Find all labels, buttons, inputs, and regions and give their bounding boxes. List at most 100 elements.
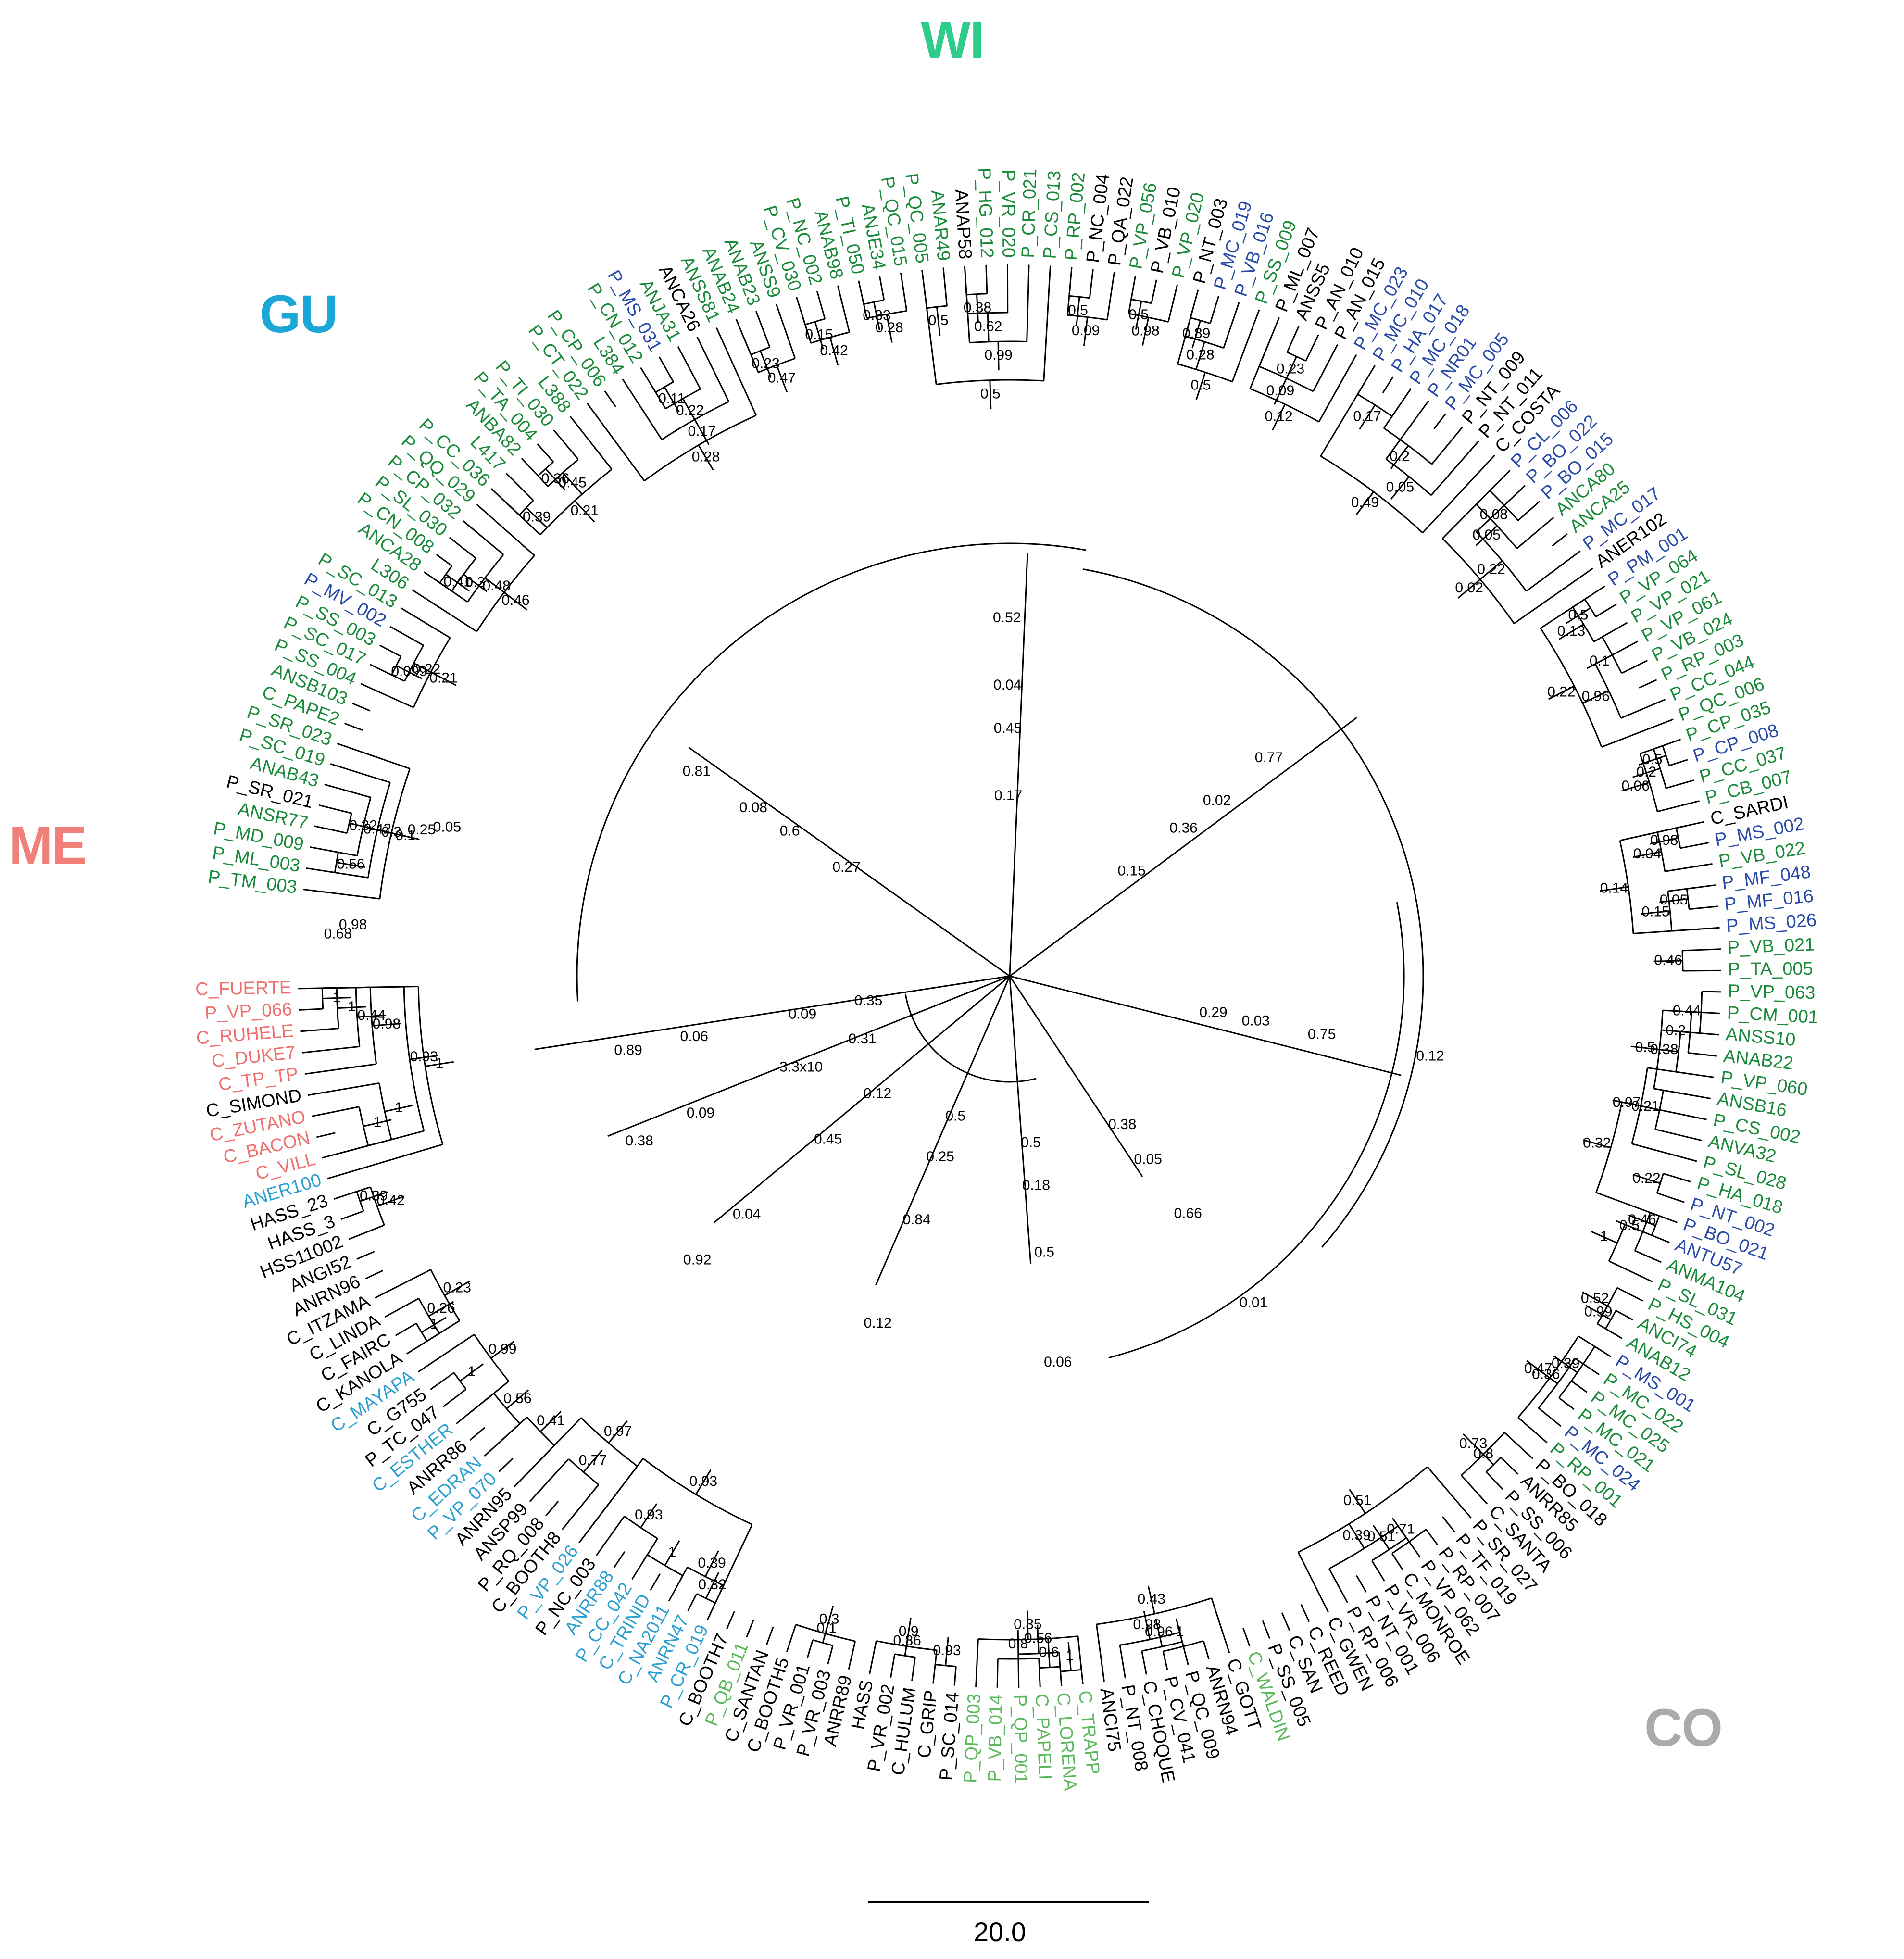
support-value: 0.21 bbox=[1631, 1098, 1659, 1114]
leaf-branch bbox=[677, 346, 688, 364]
branch bbox=[1130, 294, 1133, 300]
support-value: 0.21 bbox=[429, 670, 457, 686]
leaf-branch bbox=[1374, 1564, 1385, 1582]
leaf-branch bbox=[553, 429, 567, 445]
leaf-branch bbox=[1433, 413, 1446, 429]
branch bbox=[1689, 907, 1699, 910]
leaf-branch bbox=[746, 1619, 754, 1638]
leaf-branch bbox=[1616, 1310, 1633, 1321]
support-value: 0.98 bbox=[373, 1016, 401, 1032]
support-value: 0.89 bbox=[614, 1042, 642, 1058]
support-value: 0.8 bbox=[1473, 1446, 1493, 1462]
leaf-branch bbox=[1382, 376, 1394, 393]
branch bbox=[1058, 1652, 1061, 1667]
leaf-label: P_CR_021 bbox=[1018, 168, 1040, 258]
support-value: 0.9 bbox=[899, 1623, 919, 1639]
support-value: 1 bbox=[430, 1316, 438, 1332]
leaf-branch bbox=[318, 804, 338, 811]
leaf-branch bbox=[806, 1640, 814, 1659]
branch bbox=[1631, 1103, 1660, 1111]
leaf-branch bbox=[596, 1539, 608, 1556]
leaf-branch bbox=[1503, 1460, 1519, 1475]
leaf-label: P_TA_005 bbox=[1728, 959, 1813, 980]
branch bbox=[1431, 441, 1451, 465]
support-value: 1 bbox=[395, 1100, 403, 1116]
leaf-label: P_QP_003 bbox=[960, 1693, 985, 1783]
leaf-branch bbox=[953, 1666, 957, 1686]
leaf-branch bbox=[1510, 485, 1526, 500]
support-value: 0.14 bbox=[1600, 880, 1628, 896]
support-value: 0.39 bbox=[523, 509, 551, 525]
leaf-branch bbox=[687, 1593, 698, 1611]
branch bbox=[1043, 285, 1050, 381]
branch bbox=[550, 457, 554, 463]
branch bbox=[574, 1484, 600, 1515]
branch bbox=[396, 665, 423, 679]
support-value: 1 bbox=[348, 999, 356, 1015]
support-value: 1 bbox=[374, 1114, 382, 1130]
branch bbox=[1634, 1250, 1644, 1256]
leaf-branch bbox=[521, 458, 536, 473]
support-value: 0.44 bbox=[357, 1007, 385, 1023]
support-value: 0.45 bbox=[814, 1131, 842, 1147]
branch bbox=[1258, 335, 1273, 367]
support-value: 0.39 bbox=[1552, 1356, 1579, 1371]
leaf-branch bbox=[1594, 1345, 1612, 1357]
branch bbox=[421, 1317, 447, 1333]
branch bbox=[1538, 1407, 1547, 1415]
backbone-branch bbox=[688, 746, 1010, 977]
support-value: 0.5 bbox=[1642, 752, 1663, 767]
branch bbox=[333, 829, 348, 834]
branch bbox=[976, 1639, 979, 1668]
branch bbox=[1461, 1475, 1475, 1490]
branch bbox=[562, 472, 583, 495]
support-value: 0.75 bbox=[1308, 1026, 1336, 1042]
branch bbox=[1143, 1611, 1151, 1640]
branch bbox=[1526, 562, 1566, 592]
support-value: 0.5 bbox=[1128, 307, 1149, 323]
branch bbox=[434, 1333, 475, 1362]
branch bbox=[458, 1389, 467, 1396]
support-value: 0.45 bbox=[994, 720, 1022, 736]
support-value: 0.86 bbox=[893, 1633, 921, 1649]
support-value: 0.47 bbox=[768, 370, 796, 386]
branch bbox=[1483, 504, 1505, 526]
branch bbox=[1514, 578, 1578, 624]
branch bbox=[1348, 1523, 1365, 1549]
branch bbox=[1638, 755, 1666, 766]
branch bbox=[668, 373, 674, 382]
support-value: 0.05 bbox=[433, 819, 461, 835]
leaf-branch bbox=[395, 1325, 413, 1336]
branch bbox=[444, 1281, 470, 1296]
branch bbox=[1027, 1610, 1029, 1640]
branch bbox=[873, 1641, 877, 1656]
leaf-branch bbox=[726, 1611, 735, 1630]
leaf-branch bbox=[312, 1111, 331, 1117]
support-value: 0.35 bbox=[1014, 1616, 1041, 1632]
branch bbox=[498, 1417, 527, 1444]
branch bbox=[542, 1458, 569, 1488]
branch bbox=[583, 1449, 603, 1473]
branch bbox=[490, 1340, 515, 1359]
support-values: 0.980.44110.931110.420.390.230.2610.9910… bbox=[324, 300, 1701, 1664]
leaf-branch bbox=[1634, 1273, 1653, 1282]
branch bbox=[519, 486, 534, 501]
branch bbox=[1355, 491, 1375, 515]
support-value: 0.51 bbox=[1343, 1493, 1371, 1508]
leaf-branch bbox=[334, 1192, 352, 1200]
leaf-branch bbox=[848, 1650, 854, 1670]
branch bbox=[1077, 1636, 1082, 1665]
branch bbox=[1195, 372, 1206, 400]
branch bbox=[1655, 1129, 1684, 1137]
branch bbox=[565, 444, 579, 460]
leaf-branch bbox=[622, 378, 634, 396]
branch bbox=[396, 653, 401, 657]
branch bbox=[439, 582, 452, 592]
support-value: 0.38 bbox=[626, 1133, 653, 1149]
leaf-branch bbox=[1162, 1651, 1168, 1670]
leaf-branch bbox=[1355, 1575, 1367, 1593]
support-value: 0.99 bbox=[489, 1341, 516, 1357]
branch bbox=[327, 1082, 379, 1093]
support-value: 0.56 bbox=[1024, 1631, 1052, 1646]
